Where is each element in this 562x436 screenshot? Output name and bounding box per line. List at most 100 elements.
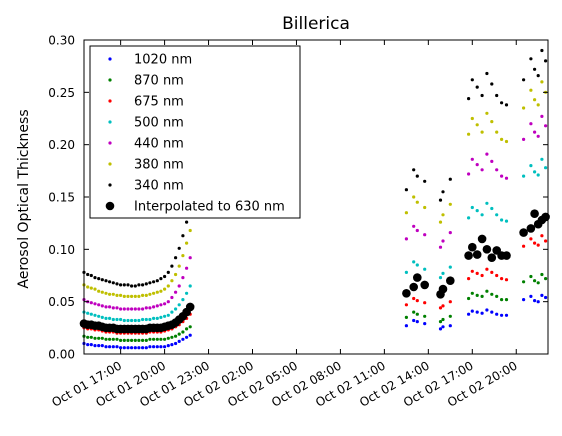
data-point xyxy=(126,338,130,342)
data-point xyxy=(544,166,548,170)
data-point xyxy=(104,305,108,309)
data-point xyxy=(544,59,548,63)
data-point xyxy=(144,282,148,286)
data-point xyxy=(89,301,93,305)
data-point xyxy=(137,346,141,350)
data-point xyxy=(475,209,479,213)
data-point xyxy=(470,269,474,273)
data-point xyxy=(522,174,526,178)
data-point xyxy=(504,219,509,223)
data-point xyxy=(170,295,174,300)
y-tick-label: 0.05 xyxy=(48,295,75,309)
data-point xyxy=(415,312,419,316)
data-point xyxy=(500,218,504,222)
data-point xyxy=(137,307,141,311)
data-point xyxy=(522,106,526,110)
data-point xyxy=(533,241,537,245)
data-point xyxy=(500,277,504,281)
data-point xyxy=(448,265,452,269)
data-point xyxy=(126,346,130,350)
data-point xyxy=(93,313,97,317)
data-point xyxy=(533,299,537,303)
y-axis-label: Aerosol Optical Thickness xyxy=(16,109,32,288)
data-point xyxy=(126,283,130,287)
data-point xyxy=(174,341,178,346)
data-point xyxy=(148,345,152,349)
data-point xyxy=(115,306,119,310)
data-point-large xyxy=(502,251,511,260)
data-point xyxy=(533,170,537,174)
data-point xyxy=(122,338,126,342)
data-point xyxy=(97,277,101,281)
data-point xyxy=(130,318,134,323)
data-point xyxy=(490,206,494,211)
data-point xyxy=(155,304,159,308)
data-point xyxy=(404,188,408,192)
data-point xyxy=(159,277,163,281)
data-point xyxy=(423,205,427,210)
data-point xyxy=(467,216,471,220)
data-point xyxy=(475,310,479,314)
legend-marker xyxy=(108,78,112,82)
data-point xyxy=(155,345,159,349)
data-point xyxy=(185,327,189,331)
data-point xyxy=(404,315,408,319)
data-point xyxy=(93,302,97,306)
data-point xyxy=(504,139,509,144)
data-point xyxy=(163,274,167,279)
data-point xyxy=(166,344,170,348)
data-point xyxy=(174,256,178,260)
data-point xyxy=(170,310,174,314)
data-point xyxy=(412,195,416,199)
data-point xyxy=(148,292,152,296)
data-point xyxy=(533,279,537,283)
data-point xyxy=(533,130,537,134)
data-point xyxy=(467,97,471,101)
data-point xyxy=(404,211,408,215)
data-point xyxy=(166,300,170,304)
data-point xyxy=(415,263,419,267)
data-point xyxy=(423,322,427,326)
data-point xyxy=(480,130,484,134)
data-point xyxy=(130,307,134,311)
data-point xyxy=(404,270,408,274)
data-point xyxy=(155,316,159,320)
data-point xyxy=(529,237,533,241)
data-point xyxy=(540,114,544,118)
data-point xyxy=(441,213,445,217)
y-tick-label: 0.30 xyxy=(48,34,75,48)
data-point xyxy=(86,285,90,289)
data-point xyxy=(108,345,112,349)
data-point xyxy=(177,264,181,268)
legend-box xyxy=(89,45,301,219)
data-point xyxy=(412,168,416,172)
data-point xyxy=(130,294,134,298)
data-point xyxy=(86,343,90,347)
data-point xyxy=(529,164,533,168)
data-point xyxy=(475,85,479,89)
data-point xyxy=(448,314,452,318)
data-point xyxy=(152,316,156,320)
data-point xyxy=(533,67,537,71)
data-point xyxy=(141,283,145,287)
data-point xyxy=(89,312,93,316)
data-point xyxy=(126,307,130,311)
data-point xyxy=(185,241,189,245)
data-point xyxy=(495,273,499,278)
data-point xyxy=(130,346,134,350)
series-4 xyxy=(82,114,548,311)
data-point xyxy=(495,130,499,134)
data-point xyxy=(108,305,112,309)
data-point xyxy=(177,303,181,307)
data-point xyxy=(529,274,533,279)
data-point xyxy=(144,338,148,342)
data-point xyxy=(115,337,119,341)
legend-label: 340 nm xyxy=(134,179,184,194)
data-point xyxy=(485,308,489,312)
data-point xyxy=(181,276,185,280)
data-point xyxy=(104,337,108,341)
legend-label: 500 nm xyxy=(134,116,184,131)
data-point xyxy=(137,283,141,287)
data-point xyxy=(133,284,137,288)
data-point xyxy=(166,313,170,317)
